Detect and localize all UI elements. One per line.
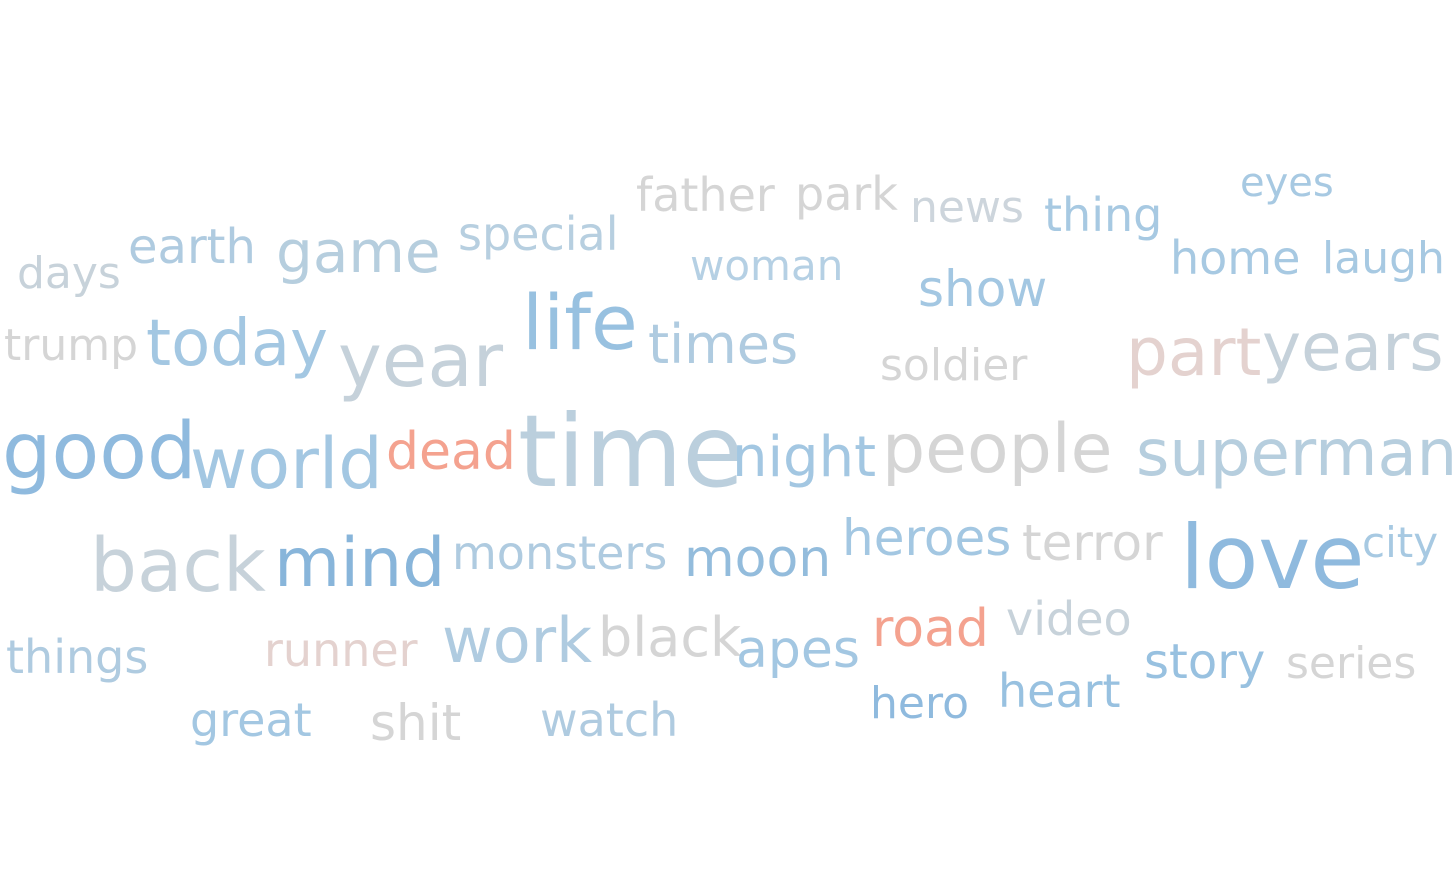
word-show: show <box>918 260 1048 318</box>
word-times: times <box>648 313 799 376</box>
word-eyes: eyes <box>1240 160 1334 206</box>
word-park: park <box>795 167 898 221</box>
word-hero: hero <box>870 678 969 729</box>
word-today: today <box>146 307 328 381</box>
word-runner: runner <box>264 623 418 677</box>
word-mind: mind <box>274 524 446 603</box>
word-things: things <box>6 630 149 684</box>
word-shit: shit <box>370 694 462 752</box>
word-video: video <box>1006 592 1132 646</box>
word-watch: watch <box>540 693 679 747</box>
word-laugh: laugh <box>1322 233 1445 284</box>
word-superman: superman <box>1136 417 1452 491</box>
word-love: love <box>1180 506 1365 609</box>
word-apes: apes <box>736 620 860 680</box>
word-trump: trump <box>4 320 139 371</box>
word-back: back <box>90 523 266 609</box>
word-good: good <box>2 407 197 497</box>
word-great: great <box>190 693 312 747</box>
word-people: people <box>882 410 1113 489</box>
word-monsters: monsters <box>452 526 668 580</box>
word-world: world <box>190 423 383 505</box>
word-life: life <box>522 278 638 367</box>
word-special: special <box>458 207 619 261</box>
word-days: days <box>17 248 121 299</box>
word-years: years <box>1262 309 1444 386</box>
word-thing: thing <box>1044 188 1163 242</box>
word-earth: earth <box>128 219 256 275</box>
word-news: news <box>910 182 1024 233</box>
word-game: game <box>276 218 441 286</box>
word-soldier: soldier <box>880 340 1028 391</box>
word-heart: heart <box>998 664 1121 718</box>
word-woman: woman <box>690 241 844 290</box>
word-terror: terror <box>1022 514 1163 572</box>
word-dead: dead <box>386 422 516 482</box>
word-night: night <box>732 425 877 490</box>
word-work: work <box>442 604 593 677</box>
word-series: series <box>1286 638 1417 689</box>
word-father: father <box>636 168 775 222</box>
word-road: road <box>872 599 989 659</box>
word-black: black <box>598 606 742 669</box>
word-story: story <box>1144 634 1266 690</box>
word-moon: moon <box>684 529 832 589</box>
word-heroes: heroes <box>842 509 1012 567</box>
word-time: time <box>518 393 744 510</box>
word-home: home <box>1170 231 1301 285</box>
word-city: city <box>1362 518 1439 567</box>
word-part: part <box>1126 314 1262 391</box>
word-year: year <box>338 318 504 404</box>
